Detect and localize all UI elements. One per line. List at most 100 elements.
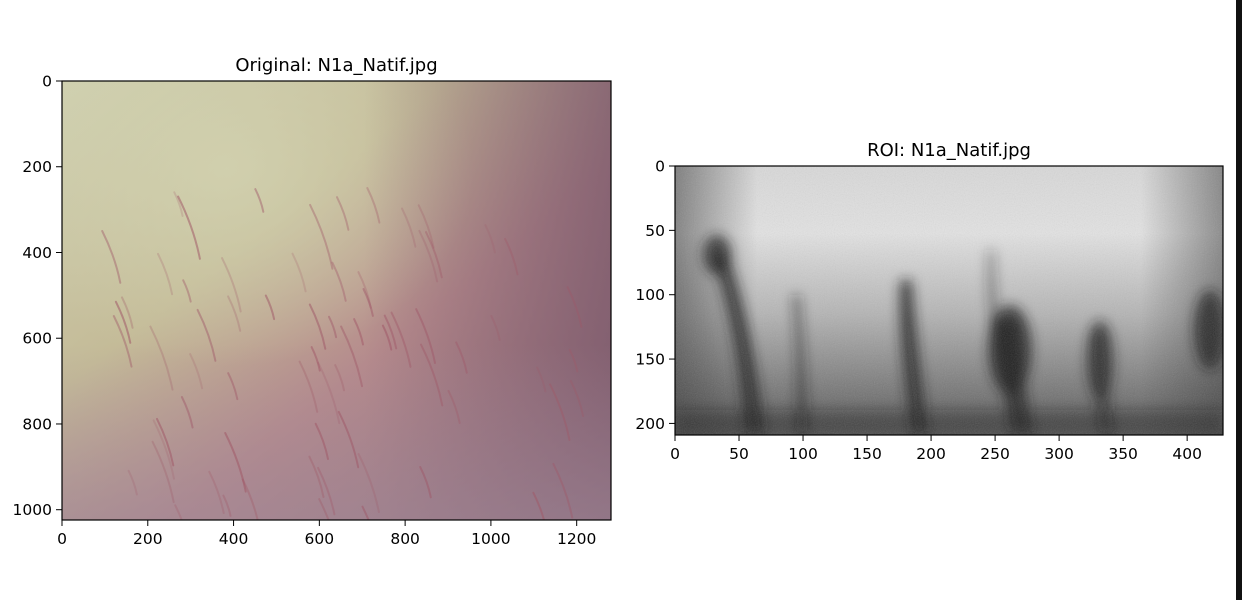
capillary-stroke bbox=[227, 295, 242, 332]
capillary-stroke bbox=[189, 353, 204, 390]
capillary-stroke bbox=[308, 455, 325, 498]
original-y-tick-label: 0 bbox=[42, 73, 52, 91]
capillary-stroke bbox=[420, 343, 444, 407]
original-x-tick-label: 0 bbox=[57, 530, 67, 548]
capillary-stroke bbox=[340, 325, 363, 388]
capillary-stroke bbox=[182, 279, 192, 303]
capillary-stroke bbox=[112, 315, 133, 368]
capillary-stroke bbox=[149, 325, 174, 391]
capillary-stroke bbox=[121, 296, 134, 329]
original-plot: Original: N1a_Natif.jpg 0 200 400 600 800 100… bbox=[13, 55, 612, 548]
capillary-stroke bbox=[390, 311, 412, 368]
capillary-stroke bbox=[490, 315, 501, 341]
capillary-stroke bbox=[314, 422, 329, 460]
capillary-stroke bbox=[552, 462, 574, 519]
capillary-stroke bbox=[549, 383, 571, 441]
scrollbar[interactable] bbox=[1236, 0, 1242, 600]
capillary-stroke bbox=[425, 231, 443, 279]
capillary-stroke bbox=[366, 187, 381, 224]
capillary-stroke bbox=[127, 469, 138, 496]
capillary-stroke bbox=[114, 300, 132, 344]
capillary-stroke bbox=[381, 324, 393, 351]
capillary-stroke bbox=[455, 341, 468, 374]
roi-x-tick-label: 300 bbox=[1044, 445, 1074, 463]
capillary-stroke bbox=[317, 466, 336, 516]
roi-x-axis: 0 50 100 150 200 250 300 350 400 bbox=[670, 435, 1202, 463]
roi-x-tick-label: 250 bbox=[980, 445, 1010, 463]
capillary-stroke bbox=[224, 432, 247, 493]
roi-y-tick-label: 0 bbox=[655, 158, 665, 176]
capillary-stroke bbox=[174, 504, 183, 520]
original-y-tick-label: 800 bbox=[22, 415, 52, 433]
capillary-stroke bbox=[568, 348, 579, 373]
capillary-stroke bbox=[221, 257, 242, 313]
roi-y-tick-label: 150 bbox=[635, 351, 665, 369]
capillary-stroke bbox=[196, 308, 217, 362]
capillary-stroke bbox=[417, 204, 435, 249]
roi-y-tick-label: 50 bbox=[645, 222, 665, 240]
capillary-stroke bbox=[151, 440, 175, 504]
roi-image bbox=[675, 166, 1223, 435]
capillary-stroke bbox=[291, 252, 307, 293]
original-x-tick-label: 1200 bbox=[557, 530, 596, 548]
roi-x-tick-label: 100 bbox=[788, 445, 818, 463]
capillary-stroke bbox=[383, 314, 398, 350]
capillary-stroke bbox=[173, 191, 184, 217]
roi-plot: ROI: N1a_Natif.jpg 0 50 100 150 200 250 300 350… bbox=[635, 140, 1224, 463]
capillary-stroke bbox=[334, 364, 345, 392]
capillary-stroke bbox=[331, 261, 347, 302]
original-y-axis: 0 200 400 600 800 1000 bbox=[13, 73, 62, 519]
roi-y-tick-label: 100 bbox=[635, 286, 665, 304]
capillary-stroke bbox=[569, 380, 585, 417]
capillary-stroke bbox=[357, 453, 380, 513]
original-x-tick-label: 200 bbox=[133, 530, 163, 548]
roi-x-tick-label: 0 bbox=[670, 445, 680, 463]
roi-x-tick-label: 200 bbox=[916, 445, 946, 463]
capillary-stroke bbox=[310, 346, 321, 372]
original-x-tick-label: 800 bbox=[390, 530, 420, 548]
capillary-stroke bbox=[337, 410, 360, 469]
capillary-stroke bbox=[254, 188, 265, 213]
capillary-stroke bbox=[222, 494, 232, 517]
original-x-tick-label: 400 bbox=[219, 530, 249, 548]
original-x-tick-label: 1000 bbox=[471, 530, 510, 548]
original-y-tick-label: 1000 bbox=[13, 501, 52, 519]
original-y-tick-label: 400 bbox=[22, 244, 52, 262]
capillary-stroke bbox=[317, 361, 341, 425]
roi-x-tick-label: 150 bbox=[852, 445, 882, 463]
original-x-axis: 0 200 400 600 800 1000 1200 bbox=[57, 520, 596, 548]
capillary-stroke bbox=[241, 478, 259, 520]
roi-y-tick-label: 200 bbox=[635, 415, 665, 433]
capillary-stroke bbox=[328, 315, 338, 339]
capillary-stroke bbox=[536, 366, 547, 393]
roi-y-axis: 0 50 100 150 200 bbox=[635, 158, 675, 433]
capillary-stroke bbox=[298, 360, 319, 413]
capillary-stroke bbox=[309, 203, 334, 270]
capillary-stroke bbox=[419, 466, 432, 499]
capillary-stroke bbox=[418, 229, 439, 283]
capillary-stroke bbox=[504, 237, 519, 276]
capillary-stroke bbox=[415, 308, 436, 364]
capillary-stroke bbox=[532, 491, 546, 520]
original-frame bbox=[61, 80, 612, 521]
capillary-stroke bbox=[152, 419, 175, 480]
capillary-stroke bbox=[180, 396, 194, 429]
roi-x-tick-label: 350 bbox=[1108, 445, 1138, 463]
original-image bbox=[62, 81, 611, 520]
original-y-tick-label: 600 bbox=[22, 330, 52, 348]
capillary-stroke bbox=[264, 294, 276, 321]
capillary-stroke bbox=[353, 318, 364, 346]
original-y-tick-label: 200 bbox=[22, 158, 52, 176]
original-title: Original: N1a_Natif.jpg bbox=[235, 55, 437, 76]
original-x-tick-label: 600 bbox=[305, 530, 335, 548]
capillary-stroke bbox=[361, 505, 370, 520]
capillary-stroke bbox=[566, 286, 583, 328]
capillary-stroke bbox=[227, 372, 239, 401]
capillary-stroke bbox=[156, 417, 175, 467]
capillary-stroke bbox=[177, 195, 201, 260]
capillary-stroke bbox=[484, 224, 496, 254]
capillary-stroke bbox=[362, 288, 374, 317]
capillary-stroke bbox=[336, 196, 350, 231]
capillary-stroke bbox=[308, 303, 327, 350]
